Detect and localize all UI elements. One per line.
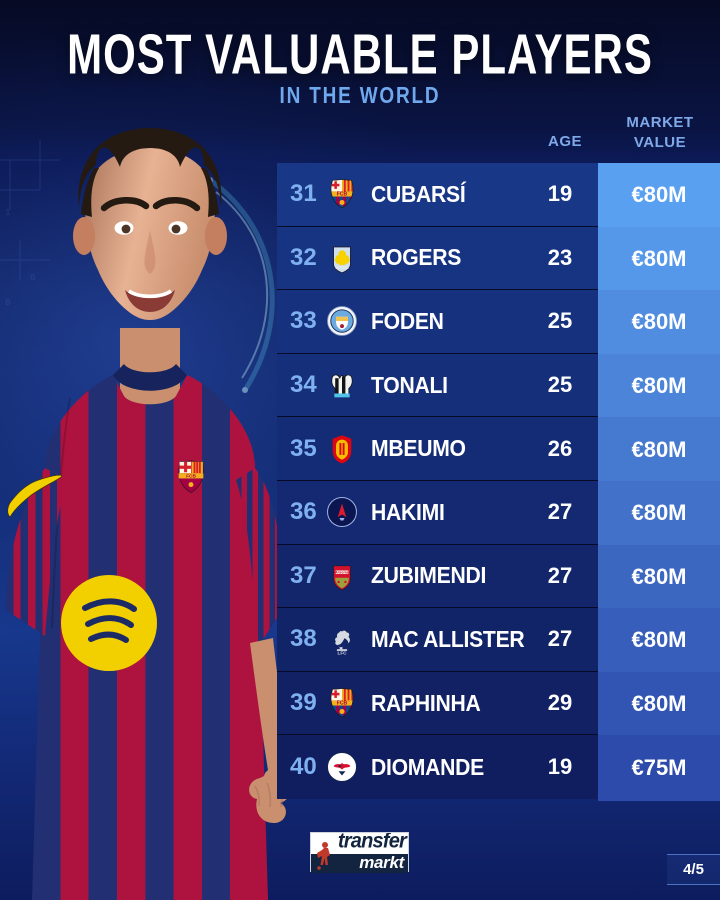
svg-text:FCB: FCB: [186, 473, 196, 479]
